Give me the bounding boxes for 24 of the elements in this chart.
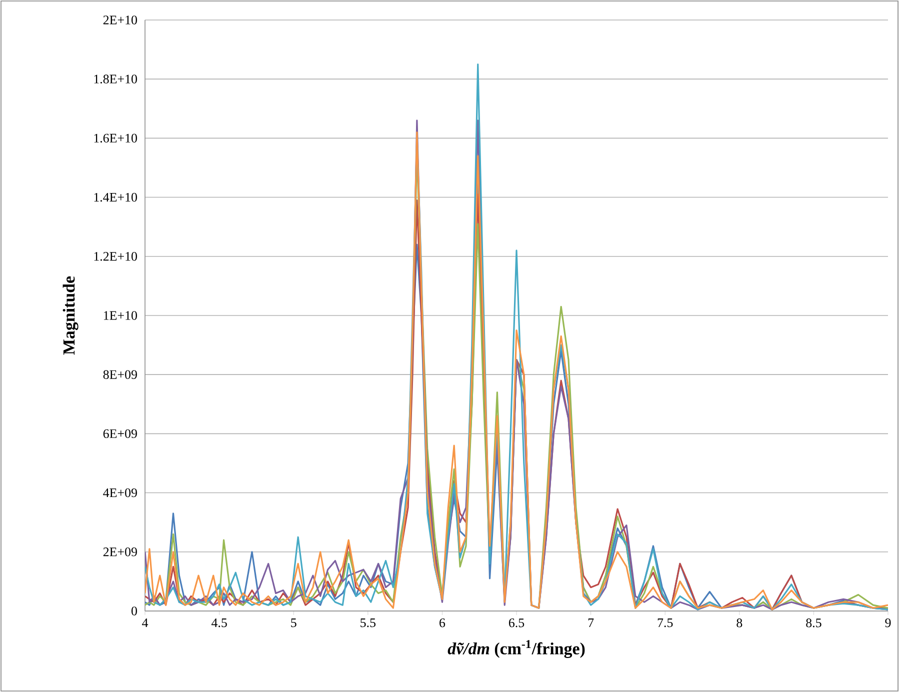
y-tick-label: 8E+09 <box>103 370 137 379</box>
x-tick-label: 6.5 <box>508 618 524 628</box>
y-tick-label: 4E+09 <box>103 488 137 498</box>
x-tick-label: 7.5 <box>658 618 673 628</box>
x-tick-label: 8.5 <box>806 618 822 628</box>
y-tick-label: 2E+10 <box>103 16 137 24</box>
y-tick-label: 6E+09 <box>103 429 137 438</box>
x-tick-label: 7 <box>588 618 594 627</box>
x-tick-label: 5.5 <box>360 618 376 628</box>
x-tick-label: 5 <box>291 618 296 628</box>
x-axis-title: dṽ/dm (cm$^{-1}$/fringe) <box>448 640 585 658</box>
y-tick-label: 2E+09 <box>103 548 137 556</box>
y-tick-label: 1E+10 <box>104 311 137 320</box>
y-tick-label: 1.4E+10 <box>94 192 137 202</box>
y-tick-label: 1.8E+10 <box>94 74 137 84</box>
y-tick-label: 0 <box>132 606 137 616</box>
y-tick-label: 1.6E+10 <box>94 134 137 143</box>
x-tick-label: 9 <box>885 618 891 628</box>
y-tick-label: 1.2E+10 <box>94 252 137 261</box>
x-tick-label: 6 <box>440 618 446 628</box>
y-axis-title: Magnitude <box>62 276 78 355</box>
x-tick-label: 4 <box>142 618 148 628</box>
x-tick-label: 8 <box>736 618 742 628</box>
x-tick-label: 4.5 <box>211 618 227 628</box>
